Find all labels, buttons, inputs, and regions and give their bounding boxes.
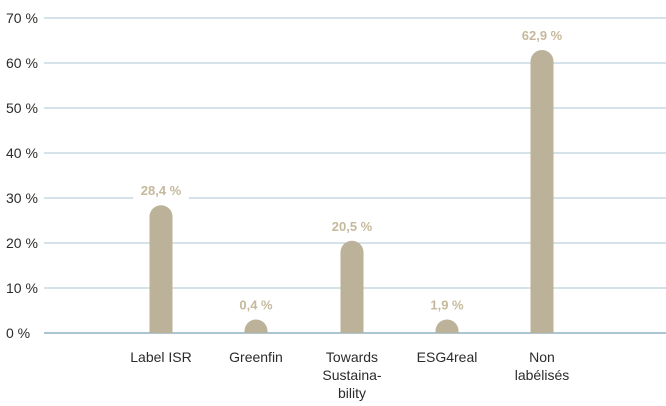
y-tick-label: 40 % [6,145,38,161]
data-label: 20,5 % [332,219,373,234]
x-category-label-line: ESG4real [417,349,478,365]
x-category-label: Label ISR [130,349,191,365]
bar [149,205,173,333]
data-label-backing [423,296,471,315]
x-category-label: Towards Sustaina-bility [322,349,381,401]
data-label: 0,4 % [239,298,273,313]
y-tick-label: 30 % [6,190,38,206]
data-labels: 28,4 % 0,4 % 20,5 % 1,9 % 62,9 % [133,26,570,315]
data-label: 62,9 % [522,28,563,43]
y-tick-label: 60 % [6,55,38,71]
y-tick-label: 0 % [6,325,30,341]
data-label-backing [133,182,189,201]
x-axis-category-labels: Label ISR Greenfin Towards Sustaina-bility E… [130,349,569,401]
bar [530,49,554,333]
data-label: 1,9 % [430,298,464,313]
data-label: 28,4 % [141,183,182,198]
x-category-label-line: Label ISR [130,349,191,365]
y-axis-tick-labels: 0 % 10 % 20 % 30 % 40 % 50 % 60 % 70 % [6,10,38,341]
bar [244,319,268,333]
y-tick-label: 20 % [6,235,38,251]
x-category-label-line: Non [529,349,555,365]
x-category-label: Greenfin [229,349,283,365]
y-tick-label: 70 % [6,10,38,26]
bar [435,319,459,333]
x-category-label-line: labélisés [515,367,569,383]
y-tick-label: 10 % [6,280,38,296]
data-label-backing [514,26,570,45]
data-label-backing [324,217,380,236]
x-category-label-line: Towards [326,349,378,365]
y-tick-label: 50 % [6,100,38,116]
bars [149,49,554,333]
x-category-label-line: Sustaina- [322,367,381,383]
x-category-label-line: Greenfin [229,349,283,365]
x-category-label: ESG4real [417,349,478,365]
data-label-backing [232,296,280,315]
x-category-label: Non labélisés [515,349,569,383]
bar [340,240,364,333]
x-category-label-line: bility [338,385,366,401]
